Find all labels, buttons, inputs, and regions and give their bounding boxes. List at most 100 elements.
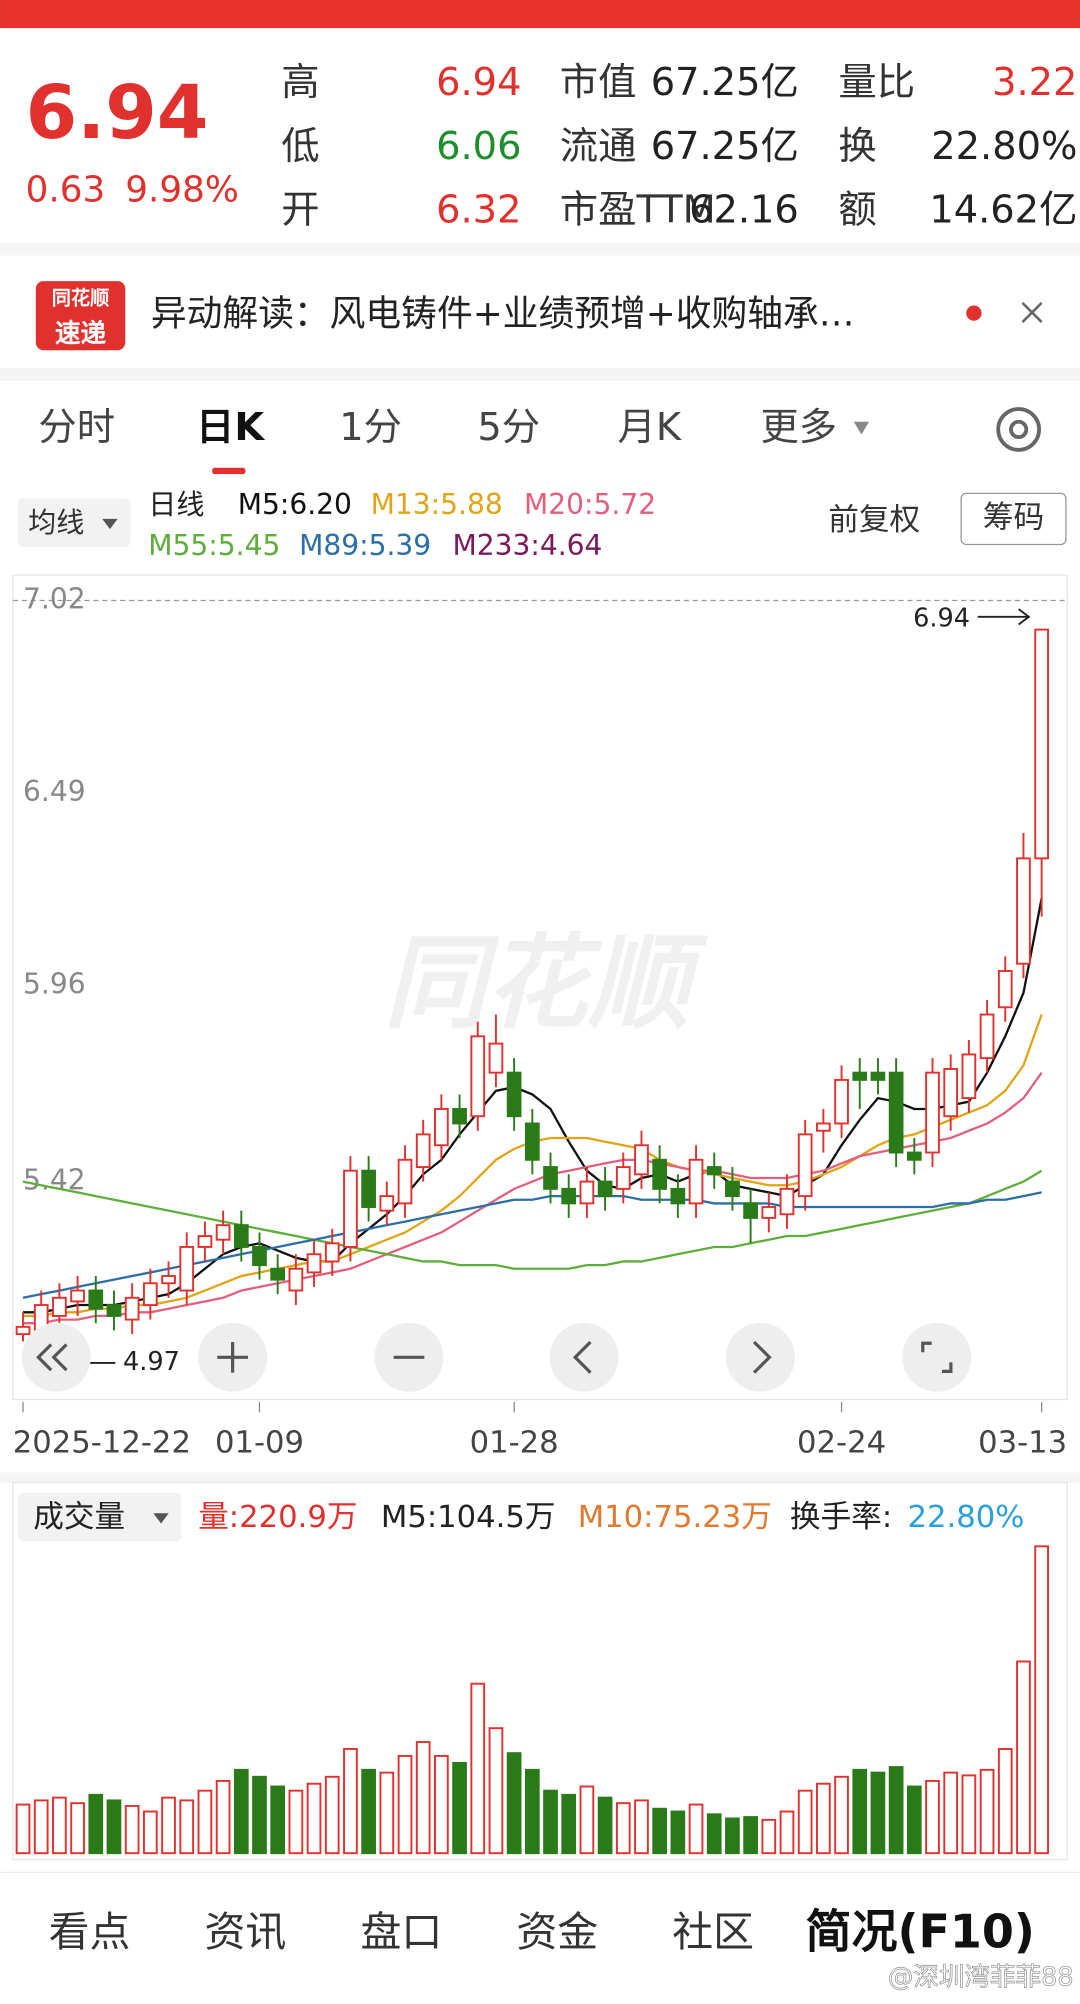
candle-body (15, 1325, 31, 1336)
y-tick-label: 6.49 (23, 775, 86, 808)
settings-icon[interactable] (996, 407, 1041, 452)
volume-bar (397, 1754, 413, 1855)
vol-current: 量:220.9万 (198, 1500, 357, 1535)
stat-value: 14.62亿 (929, 188, 1077, 233)
ma-item: M20:5.72 (524, 488, 656, 521)
candle-body (761, 1206, 777, 1219)
ma-legend: M5:6.20 M13:5.88 M20:5.72 M55:5.45 M89:5.39 M… (148, 488, 656, 562)
volume-bar (361, 1768, 376, 1855)
candle-body (161, 1275, 176, 1285)
candle-body (561, 1187, 577, 1205)
nav-item[interactable]: 资金 (516, 1908, 598, 1956)
toolbar-icons (36, 1340, 953, 1374)
prev-btn[interactable] (549, 1322, 619, 1392)
volume-bar (470, 1682, 486, 1855)
news-text[interactable]: 异动解读：风电铸件+业绩预增+收购轴承… (151, 294, 855, 335)
candle-body (634, 1144, 649, 1176)
volume-bar (925, 1779, 940, 1855)
kline-chart: 7.026.495.965.426.944.97 (12, 583, 1068, 1377)
volume-bar (543, 1789, 558, 1855)
nav-item[interactable]: 盘口 (360, 1908, 442, 1956)
vol-title[interactable]: 成交量 (33, 1500, 125, 1535)
next-btn[interactable] (725, 1322, 795, 1392)
icon (921, 1341, 953, 1373)
tab[interactable]: 日K (196, 405, 265, 450)
fullscreen-btn[interactable] (902, 1322, 972, 1392)
ma-item: M5:6.20 (238, 488, 352, 521)
volume-bar (852, 1768, 868, 1855)
volume-bar (906, 1785, 922, 1855)
candle-body (615, 1166, 631, 1190)
candle-body (725, 1180, 740, 1198)
x-tick-label: 01-09 (215, 1426, 304, 1461)
candle-body (1016, 857, 1031, 965)
nav-item[interactable]: 资讯 (205, 1908, 287, 1956)
divider (0, 1472, 1080, 1483)
volume-bar (52, 1796, 67, 1855)
back-btn[interactable] (21, 1322, 91, 1392)
watermark: 同花顺 (383, 924, 708, 1043)
tab[interactable]: 1分 (339, 405, 402, 450)
badge-top: 同花顺 (52, 287, 109, 310)
candle-body (124, 1296, 140, 1321)
volume-bar (761, 1818, 777, 1855)
ma-line (22, 1169, 1043, 1270)
stat-value: 22.80% (931, 124, 1077, 169)
volume-bar (434, 1754, 449, 1855)
toggle-arrow (153, 1513, 169, 1524)
candle-body (579, 1180, 595, 1205)
candle-body (906, 1151, 922, 1161)
tab[interactable]: 5分 (477, 405, 540, 450)
credit: @深圳湾菲菲88 (888, 1962, 1074, 1992)
volume-chart (15, 1545, 1049, 1855)
candle-body (88, 1289, 104, 1310)
volume-bar (343, 1748, 358, 1855)
close-icon[interactable] (1021, 301, 1043, 323)
volume-bar (743, 1816, 758, 1855)
volume-bar (488, 1727, 504, 1855)
volume-bar (324, 1775, 340, 1855)
toggle-arrow (102, 518, 118, 530)
volume-bar (670, 1810, 686, 1855)
stat-label: 换 (838, 124, 876, 169)
volume-bar (961, 1774, 977, 1855)
volume-bar (834, 1775, 849, 1855)
adjust[interactable]: 前复权 (828, 503, 920, 538)
news-dot (966, 305, 982, 321)
nav-item[interactable]: 看点 (49, 1908, 131, 1956)
stat-label: 市值 (560, 60, 637, 105)
chips-btn[interactable] (960, 492, 1067, 546)
volume-bar (33, 1799, 49, 1855)
candle-body (215, 1224, 231, 1241)
x-axis: 2025-12-22 01-09 01-28 02-24 03-13 (13, 1402, 1067, 1461)
stat-label: 开 (281, 188, 319, 233)
candle-body (70, 1289, 85, 1303)
stat-label: 市盈TTM (560, 188, 716, 233)
y-tick-label: 5.96 (23, 967, 86, 1000)
tab[interactable]: 月K (618, 405, 682, 450)
news-badge (35, 281, 126, 351)
candle-body (870, 1071, 886, 1081)
stat-value: 67.25亿 (651, 60, 799, 105)
settings-icon-core (1009, 419, 1029, 440)
x-tick-label: 03-13 (978, 1426, 1067, 1461)
ma-toggle[interactable]: 均线 (28, 506, 84, 539)
volume-bar (579, 1785, 595, 1855)
chips[interactable]: 筹码 (983, 500, 1044, 535)
candle-body (233, 1224, 249, 1248)
vol-toggle-bg[interactable] (17, 1492, 182, 1542)
ma-toggle-bg[interactable] (17, 498, 131, 548)
volume-bar (561, 1793, 577, 1855)
nav-item[interactable]: 社区 (672, 1908, 754, 1956)
candle-body (597, 1180, 613, 1198)
tab[interactable]: 更多 (760, 405, 837, 450)
nav-item[interactable]: 简况(F10) (805, 1904, 1034, 1958)
volume-bar (233, 1768, 249, 1855)
icon (217, 1341, 248, 1373)
tab[interactable]: 分时 (38, 405, 115, 450)
stat-label: 低 (281, 124, 319, 169)
badge-bottom: 速递 (55, 319, 107, 349)
volume-bar (1016, 1660, 1031, 1855)
volume-bar (143, 1810, 158, 1855)
